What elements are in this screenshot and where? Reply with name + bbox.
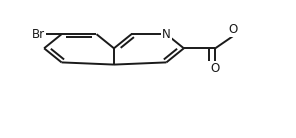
Text: Br: Br [32,28,45,41]
Text: O: O [228,23,237,36]
Text: N: N [162,28,171,41]
Text: O: O [211,62,220,75]
